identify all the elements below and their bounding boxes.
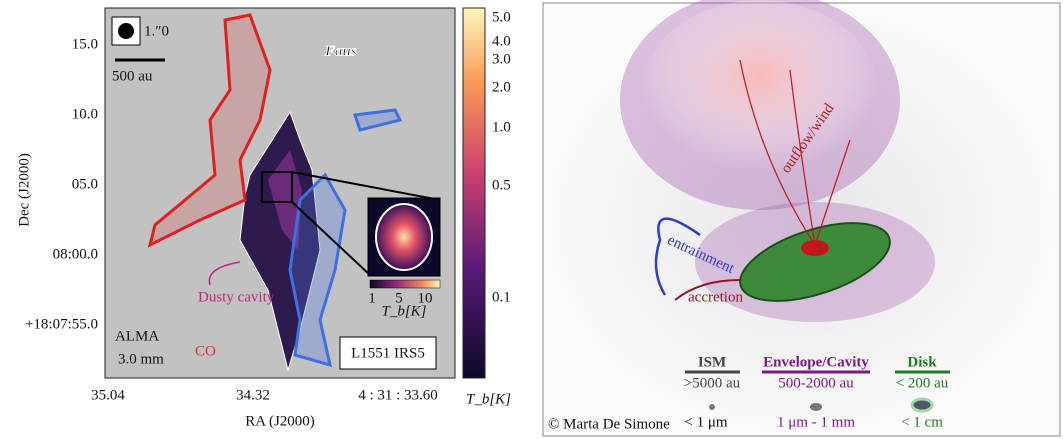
- legend-size: < 200 au: [896, 375, 949, 391]
- credit: © Marta De Simone: [548, 416, 670, 432]
- legend-grain: 1 μm - 1 mm: [777, 414, 855, 430]
- legend-size: 500-2000 au: [778, 375, 854, 391]
- x-tick-label: 4 : 31 : 33.60: [358, 387, 438, 403]
- inset-disk: [376, 204, 432, 270]
- x-tick-label: 35.04: [91, 387, 125, 403]
- y-tick-label: 15.0: [72, 36, 98, 52]
- colorbar-tick: 2.0: [492, 79, 511, 95]
- x-tick-label: 34.32: [236, 387, 270, 403]
- legend-grain: < 1 cm: [901, 414, 943, 430]
- source: L1551 IRS5: [351, 345, 425, 361]
- annotation: Dusty cavity: [198, 289, 275, 305]
- scale-label: 500 au: [112, 68, 153, 84]
- legend-name: Envelope/Cavity: [763, 354, 869, 370]
- telescope: ALMA: [115, 328, 159, 344]
- beam-label: 1.″0: [144, 23, 169, 39]
- outflow-cone: [640, 0, 880, 190]
- inset-tick: 1: [368, 290, 376, 306]
- molecule: CO: [195, 343, 216, 359]
- y-tick-label: 08:00.0: [53, 246, 98, 262]
- y-tick-label: 05.0: [72, 176, 98, 192]
- legend-name: Disk: [907, 354, 937, 370]
- colorbar-tick: 5.0: [492, 9, 511, 25]
- colorbar-tick: 4.0: [492, 33, 511, 49]
- legend-size: >5000 au: [684, 375, 741, 391]
- logo: Faus: [324, 43, 357, 59]
- inset-label: T_b[K]: [381, 303, 426, 319]
- x-label: RA (J2000): [245, 413, 315, 429]
- y-tick-label: 10.0: [72, 106, 98, 122]
- y-tick-label: +18:07:55.0: [25, 316, 98, 332]
- beam: [118, 23, 134, 39]
- y-label: Dec (J2000): [16, 153, 32, 227]
- colorbar-tick: 0.1: [492, 289, 511, 305]
- grain-icon: [709, 404, 715, 410]
- right-panel: outflow/wind entrainment accretion ISM E…: [543, 0, 1060, 436]
- figure: 1 5 10 T_b[K] 1.″0 500 au Faus Dusty cav…: [0, 0, 1063, 439]
- left-panel: 1 5 10 T_b[K] 1.″0 500 au Faus Dusty cav…: [16, 8, 511, 429]
- grain-icon: [912, 399, 932, 411]
- grain-icon: [810, 403, 822, 411]
- colorbar-label: T_b[K]: [466, 391, 511, 407]
- colorbar: [463, 8, 485, 378]
- inset-colorbar: [370, 280, 440, 288]
- legend-name: ISM: [698, 354, 726, 370]
- colorbar-tick: 0.5: [492, 177, 511, 193]
- legend-grain: < 1 μm: [684, 414, 728, 430]
- colorbar-tick: 1.0: [492, 119, 511, 135]
- wavelength: 3.0 mm: [118, 351, 164, 367]
- accretion-label: accretion: [688, 289, 743, 305]
- colorbar-tick: 3.0: [492, 51, 511, 67]
